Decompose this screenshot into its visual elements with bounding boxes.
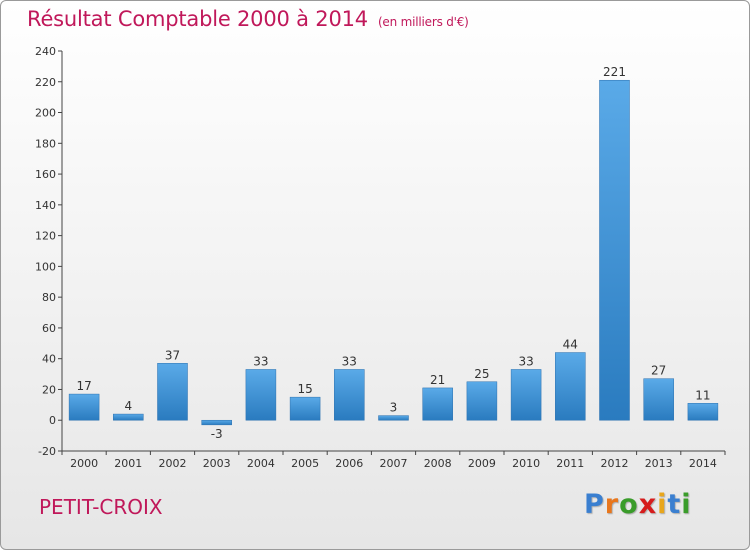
y-tick-label: 100 [35, 260, 56, 273]
x-tick-label-2008: 2008 [424, 457, 452, 470]
x-tick-label-2006: 2006 [335, 457, 363, 470]
data-label-2008: 21 [430, 373, 445, 387]
x-tick-label-2010: 2010 [512, 457, 540, 470]
y-tick-label: 60 [42, 322, 56, 335]
x-tick-label-2009: 2009 [468, 457, 496, 470]
chart-labels: 2000 17 2001 4 2002 37 2003 -3 2004 33 2005 15 2006 3… [70, 65, 717, 470]
bar-2004 [245, 369, 277, 421]
y-tick-label: 140 [35, 199, 56, 212]
data-label-2009: 25 [474, 367, 489, 381]
bar-2006 [334, 369, 365, 421]
proxiti-logo: Proxiti [584, 489, 692, 520]
data-label-2012: 221 [603, 65, 626, 79]
data-label-2010: 33 [518, 354, 533, 368]
logo-letter: i [681, 489, 692, 520]
data-label-2013: 27 [651, 364, 666, 378]
x-tick-label-2012: 2012 [601, 457, 629, 470]
logo-letter: P [584, 489, 605, 520]
bar-2001 [113, 413, 144, 421]
bar-2010 [510, 369, 542, 421]
x-tick-label-2003: 2003 [203, 457, 231, 470]
logo-letter: t [667, 489, 682, 520]
chart-bars [68, 79, 719, 426]
logo-letter: x [638, 489, 658, 520]
y-tick-label: 120 [35, 230, 56, 243]
logo-letter: i [657, 489, 668, 520]
data-label-2014: 11 [695, 388, 710, 402]
data-label-2011: 44 [563, 338, 578, 352]
bar-2008 [422, 387, 453, 421]
chart-title-text: Résultat Comptable 2000 à 2014 [27, 7, 368, 31]
x-tick-label-2013: 2013 [645, 457, 673, 470]
data-label-2004: 33 [253, 354, 268, 368]
y-tick-label: 0 [49, 414, 56, 427]
bar-2000 [68, 393, 100, 421]
bar-2014 [687, 403, 719, 421]
data-label-2000: 17 [76, 379, 91, 393]
place-name: PETIT-CROIX [39, 495, 163, 519]
x-tick-label-2004: 2004 [247, 457, 275, 470]
data-label-2001: 4 [124, 399, 132, 413]
data-label-2005: 15 [297, 382, 312, 396]
bar-2003 [201, 419, 232, 426]
logo-letter: r [604, 489, 620, 520]
bar-2007 [378, 415, 409, 421]
bar-2012 [599, 79, 630, 421]
y-tick-label: 40 [42, 353, 56, 366]
x-tick-label-2002: 2002 [159, 457, 187, 470]
y-tick-label: 220 [35, 76, 56, 89]
y-tick-label: -20 [38, 445, 56, 458]
data-label-2003: -3 [211, 427, 223, 441]
bar-2002 [157, 363, 188, 421]
x-tick-label-2007: 2007 [380, 457, 408, 470]
y-tick-label: 80 [42, 291, 56, 304]
y-tick-label: 240 [35, 45, 56, 58]
chart-unit: (en milliers d'€) [377, 15, 469, 29]
x-tick-label-2000: 2000 [70, 457, 98, 470]
bar-2013 [643, 378, 674, 421]
y-tick-label: 200 [35, 107, 56, 120]
y-tick-label: 180 [35, 137, 56, 150]
data-label-2007: 3 [390, 401, 398, 415]
logo-letter: o [619, 489, 639, 520]
x-tick-label-2001: 2001 [114, 457, 142, 470]
x-tick-label-2005: 2005 [291, 457, 319, 470]
data-label-2006: 33 [342, 354, 357, 368]
bar-2005 [289, 396, 321, 421]
bar-2011 [555, 352, 586, 421]
data-label-2002: 37 [165, 348, 180, 362]
chart-axes: -20 0 20 40 60 80 100 120 140 160 180 200 220 240 [35, 45, 726, 458]
y-tick-label: 160 [35, 168, 56, 181]
x-tick-label-2014: 2014 [689, 457, 717, 470]
bar-2009 [466, 381, 498, 421]
chart-title: Résultat Comptable 2000 à 2014 (en millie… [27, 7, 469, 31]
x-tick-label-2011: 2011 [556, 457, 584, 470]
y-tick-label: 20 [42, 383, 56, 396]
